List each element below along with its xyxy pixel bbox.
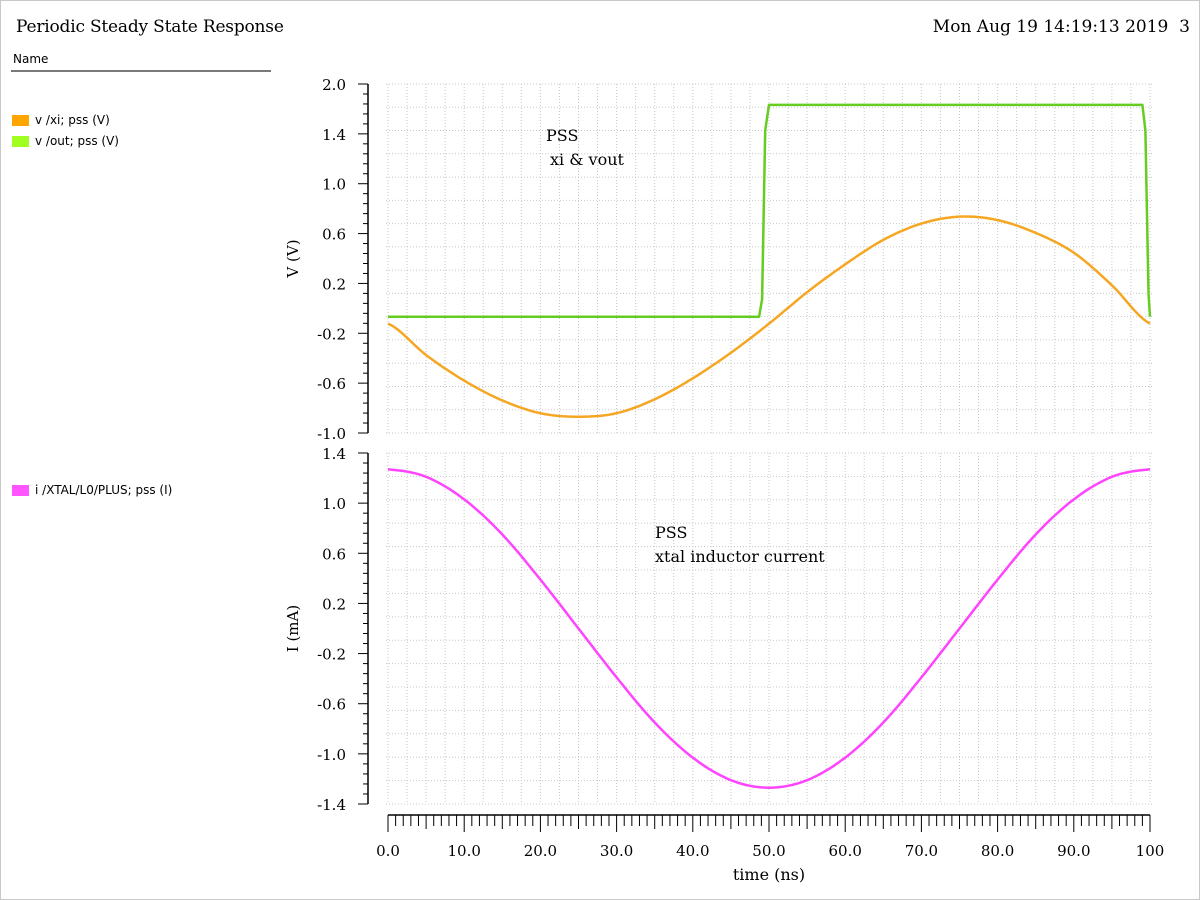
x-tick-label: 80.0	[981, 842, 1014, 860]
x-tick-label: 0.0	[376, 842, 400, 860]
timestamp: Mon Aug 19 14:19:13 2019 3	[933, 17, 1190, 37]
x-tick-label: 70.0	[905, 842, 938, 860]
y-tick-label: 1.0	[322, 176, 346, 194]
page-number: 3	[1179, 17, 1190, 37]
y-tick-label: -1.0	[317, 425, 346, 443]
y-tick-label: 2.0	[322, 76, 346, 94]
x-tick-label: 90.0	[1057, 842, 1090, 860]
annotation-text: xi & vout	[550, 150, 625, 169]
annotation-text: xtal inductor current	[655, 547, 825, 566]
y-tick-label: 1.0	[322, 495, 346, 513]
x-tick-label: 100	[1136, 842, 1165, 860]
legend-item-vout[interactable]: v /out; pss (V)	[12, 134, 119, 148]
legend-swatch-ixtal	[12, 484, 29, 496]
y-tick-label: 0.2	[322, 275, 346, 293]
legend-divider	[11, 70, 271, 72]
y-tick-label: -0.6	[317, 696, 346, 714]
annotation-text: PSS	[546, 126, 578, 145]
panel-1: 1.4 1.0 0.6 0.2 -0.2 -0.6 -1.0 -1.4 I (mA) PSS xta…	[284, 445, 1152, 814]
series-line-v-xi-pss-v-	[387, 215, 1151, 418]
y-tick-label: -1.0	[317, 746, 346, 764]
legend-item-vxi[interactable]: v /xi; pss (V)	[12, 113, 110, 127]
y-tick-label: -0.2	[317, 646, 346, 664]
legend-header: Name	[13, 52, 49, 66]
annotation-text: PSS	[655, 523, 687, 542]
legend-swatch-vout	[12, 135, 29, 147]
legend-label-ixtal: i /XTAL/L0/PLUS; pss (I)	[35, 483, 173, 497]
x-axis-label: time (ns)	[733, 865, 805, 884]
y-tick-label: -0.6	[317, 375, 346, 393]
y-tick-label: 0.6	[322, 545, 346, 563]
x-axis: 0.0 10.0 20.0 30.0 40.0 50.0 60.0 70.0 80.0 90.0 1…	[376, 814, 1165, 884]
y-tick-label: 1.4	[322, 445, 346, 463]
page-title: Periodic Steady State Response	[16, 17, 284, 37]
series-line-v-out-pss-v-	[388, 103, 1152, 318]
x-tick-label: 10.0	[447, 842, 480, 860]
x-tick-label: 60.0	[828, 842, 861, 860]
y-tick-label: 0.6	[322, 226, 346, 244]
x-tick-label: 40.0	[676, 842, 709, 860]
y-tick-label: 1.4	[322, 126, 346, 144]
legend-label-vout: v /out; pss (V)	[35, 134, 119, 148]
panel-0: 2.0 1.4 1.0 0.6 0.2 -0.2 -0.6 -1.0 V (V) PSS xi & …	[284, 76, 1152, 443]
y-tick-label: -1.4	[317, 796, 346, 814]
legend-swatch-vxi	[12, 114, 29, 126]
timestamp-text: Mon Aug 19 14:19:13 2019	[932, 17, 1169, 37]
series-line-i-xtal-l0-plus-pss-i-	[387, 468, 1151, 789]
legend-item-ixtal[interactable]: i /XTAL/L0/PLUS; pss (I)	[12, 483, 172, 497]
y-axis-label: I (mA)	[284, 605, 302, 652]
legend-label-vxi: v /xi; pss (V)	[35, 113, 110, 127]
y-tick-label: 0.2	[322, 595, 346, 613]
y-tick-label: -0.2	[317, 325, 346, 343]
x-tick-label: 50.0	[752, 842, 785, 860]
x-tick-label: 30.0	[600, 842, 633, 860]
x-tick-label: 20.0	[524, 842, 557, 860]
y-axis-label: V (V)	[284, 239, 302, 278]
